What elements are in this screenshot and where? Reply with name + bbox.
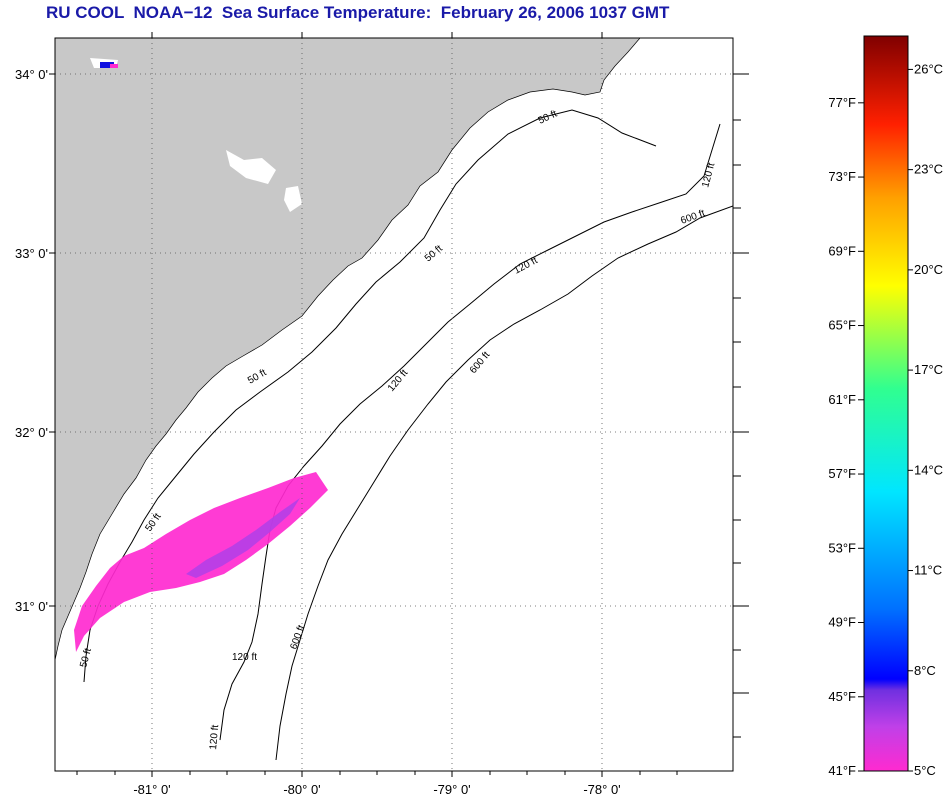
colorbar-celsius-label: 26°C (914, 61, 943, 76)
lon-label: -79° 0' (433, 782, 470, 797)
sst-spot (110, 64, 118, 68)
colorbar-fahrenheit-label: 61°F (828, 392, 856, 407)
colorbar-celsius-label: 23°C (914, 162, 943, 177)
graticule (55, 38, 733, 771)
colorbar-fahrenheit-label: 49°F (828, 615, 856, 630)
colorbar-fahrenheit-label: 69°F (828, 243, 856, 258)
colorbar-fahrenheit-label: 53°F (828, 540, 856, 555)
colorbar-fahrenheit-label: 65°F (828, 318, 856, 333)
contour-600ft (275, 205, 733, 761)
land-area (55, 38, 641, 661)
colorbar-fahrenheit-label: 45°F (828, 689, 856, 704)
lat-label: 31° 0' (15, 599, 48, 614)
sst-data-swath (74, 472, 328, 652)
colorbar-celsius-label: 5°C (914, 763, 936, 778)
map-frame (54, 37, 734, 772)
lon-label: -81° 0' (133, 782, 170, 797)
lon-label: -80° 0' (283, 782, 320, 797)
lat-label: 33° 0' (15, 246, 48, 261)
lon-label: -78° 0' (583, 782, 620, 797)
sst-data-swath-cool (186, 498, 300, 578)
contour-120ft (219, 123, 721, 741)
colorbar-celsius-label: 17°C (914, 362, 943, 377)
contour-label-120ft: 120 ft (232, 652, 257, 663)
colorbar-celsius-label: 8°C (914, 663, 936, 678)
map-title: RU COOL NOAA−12 Sea Surface Temperature:… (46, 3, 670, 22)
colorbar-fahrenheit-label: 41°F (828, 763, 856, 778)
white-patch (226, 150, 276, 184)
sst-spot (100, 62, 114, 68)
colorbar-celsius-label: 20°C (914, 262, 943, 277)
contour-label-120ft: 120 ft (208, 724, 221, 750)
contour-label-50ft: 50 ft (78, 647, 94, 669)
white-patch (55, 690, 68, 735)
colorbar-fahrenheit-label: 77°F (828, 95, 856, 110)
colorbar (863, 35, 909, 772)
colorbar-fahrenheit-label: 73°F (828, 169, 856, 184)
lat-label: 32° 0' (15, 425, 48, 440)
colorbar-celsius-label: 14°C (914, 462, 943, 477)
colorbar-fahrenheit-label: 57°F (828, 466, 856, 481)
map-ticks (49, 32, 749, 777)
colorbar-ticks: 77°F 73°F 69°F 65°F 61°F 57°F 53°F 49°F 45°F 41°F… (828, 61, 943, 778)
white-patch (284, 186, 302, 212)
lat-label: 34° 0' (15, 67, 48, 82)
colorbar-celsius-label: 11°C (914, 563, 942, 578)
